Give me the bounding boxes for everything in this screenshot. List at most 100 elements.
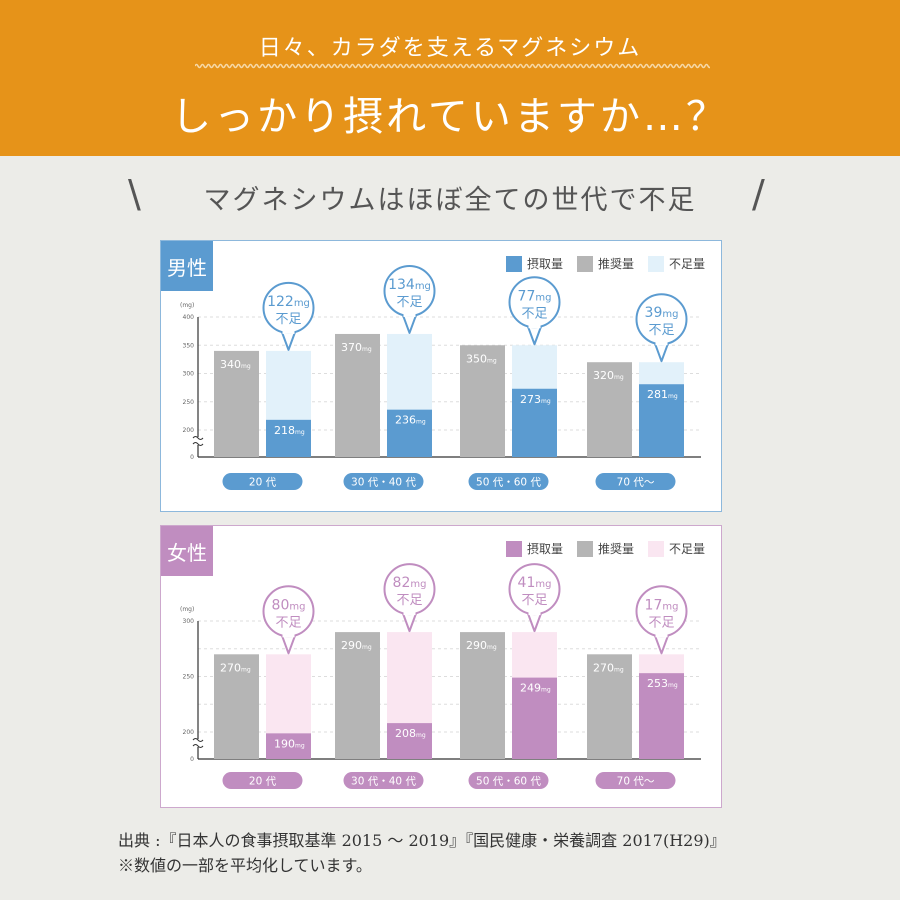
legend-swatch-shortage	[647, 540, 664, 557]
legend-label: 摂取量	[526, 542, 563, 556]
category-label: 50 代・60 代	[476, 477, 541, 489]
male-legend: 摂取量 推奨量 不足量	[505, 255, 705, 272]
bar-intake	[387, 723, 432, 759]
legend-swatch-shortage	[647, 255, 664, 272]
male-chart: 0 200 250 300 350 400 (mg) 340mg 218mg 122mg 不足 20 …	[180, 264, 701, 490]
bar-recommended	[214, 654, 259, 759]
female-legend: 摂取量 推奨量 不足量	[505, 540, 705, 557]
value-label-recommended: 270mg	[220, 661, 251, 674]
legend-recommended: 推奨量	[576, 255, 634, 272]
female-title-tab: 女性	[161, 526, 213, 576]
callout-join	[282, 631, 295, 638]
value-label-intake: 218mg	[274, 424, 305, 437]
bar-intake	[639, 673, 684, 759]
category-pill	[595, 473, 676, 490]
category-pill	[468, 473, 549, 490]
category-label: 50 代・60 代	[476, 776, 541, 788]
legend-label: 推奨量	[597, 542, 634, 556]
bar-recommended	[335, 333, 380, 457]
callout-pointer	[526, 611, 543, 633]
bar-intake	[266, 419, 311, 457]
callout-shortage-value: 82mg	[393, 575, 427, 591]
callout-shortage-label: 不足	[275, 615, 301, 630]
callout-shortage-value: 17mg	[645, 597, 679, 613]
axis-break-icon	[192, 738, 204, 748]
callout-shortage-label: 不足	[275, 312, 301, 327]
y-axis-unit: (mg)	[180, 302, 194, 309]
callout-shortage-value: 39mg	[645, 305, 679, 321]
category-label: 30 代・40 代	[351, 477, 416, 489]
callout-pointer	[280, 330, 297, 351]
callout-pointer	[653, 633, 670, 655]
bar-recommended	[214, 350, 259, 457]
bar-recommended	[587, 654, 632, 759]
callout-join	[403, 609, 416, 616]
category-pill	[222, 473, 303, 490]
y-tick-label: 350	[183, 342, 195, 349]
category-label: 70 代〜	[617, 477, 655, 489]
value-label-intake: 208mg	[395, 727, 426, 740]
callout-pointer	[653, 341, 670, 363]
header-subtitle: 日々、カラダを支えるマグネシウム	[258, 36, 642, 61]
callout-join	[655, 339, 668, 346]
male-chart-panel: 0 200 250 300 350 400 (mg) 340mg 218mg 122mg 不足 20 …	[160, 240, 722, 512]
legend-recommended: 推奨量	[576, 540, 634, 557]
header-title: しっかり摂れていますか…？	[171, 94, 729, 140]
value-label-intake: 249mg	[520, 682, 551, 695]
source-citation: 出典 :『日本人の食事摂取基準 2015 〜 2019』『国民健康・栄養調査 2…	[118, 831, 726, 850]
callout-shortage-label: 不足	[521, 593, 547, 608]
footnote: ※数値の一部を平均化しています。	[118, 856, 372, 875]
callout-pointer	[280, 633, 297, 655]
value-label-recommended: 290mg	[466, 639, 497, 652]
bar-intake	[266, 733, 311, 759]
value-label-intake: 281mg	[647, 388, 678, 401]
callout-pointer	[401, 611, 418, 633]
bar-intake	[387, 409, 432, 457]
y-axis-unit: (mg)	[180, 606, 194, 613]
value-label-recommended: 320mg	[593, 369, 624, 382]
y-tick-label: 250	[183, 674, 195, 681]
bar-recommended	[460, 345, 505, 457]
callout-join	[528, 609, 541, 616]
legend-shortage: 不足量	[647, 540, 705, 557]
callout-shortage-value: 134mg	[388, 277, 431, 293]
value-label-recommended: 370mg	[341, 341, 372, 354]
axis-break-gap	[193, 739, 203, 747]
bar-recommended	[460, 632, 505, 759]
legend-label: 不足量	[668, 257, 705, 271]
category-label: 70 代〜	[617, 776, 655, 788]
y-tick-label: 300	[183, 371, 195, 378]
slash-right: /	[752, 172, 765, 216]
callout-join	[403, 310, 416, 317]
legend-label: 推奨量	[597, 257, 634, 271]
callout-shortage-value: 122mg	[267, 294, 310, 310]
value-label-recommended: 340mg	[220, 358, 251, 371]
category-pill	[222, 772, 303, 789]
legend-label: 摂取量	[526, 257, 563, 271]
callout-shortage-label: 不足	[648, 615, 674, 630]
y-tick-label: 400	[183, 314, 195, 321]
category-pill	[343, 473, 424, 490]
callout-pointer	[526, 324, 543, 346]
slash-left: \	[128, 172, 141, 216]
callout-join	[655, 631, 668, 638]
category-label: 20 代	[249, 776, 277, 788]
value-label-intake: 236mg	[395, 414, 426, 427]
legend-swatch-recommended	[576, 255, 593, 272]
axis-break-icon	[192, 436, 204, 446]
callout-shortage-value: 41mg	[518, 575, 552, 591]
category-pill	[343, 772, 424, 789]
female-chart-panel: 0 200 250 300 (mg) 270mg 190mg 80mg 不足 20 代 290mg 2…	[160, 525, 722, 808]
legend-swatch-recommended	[576, 540, 593, 557]
value-label-intake: 273mg	[520, 393, 551, 406]
category-label: 20 代	[249, 477, 277, 489]
callout-shortage-value: 77mg	[518, 288, 552, 304]
wavy-underline	[195, 63, 710, 69]
y-tick-label: 300	[183, 618, 195, 625]
callout-pointer	[401, 313, 418, 334]
bar-intake	[512, 677, 557, 759]
legend-swatch-intake	[505, 540, 522, 557]
bar-intake	[639, 384, 684, 457]
legend-intake: 摂取量	[505, 255, 563, 272]
value-label-intake: 253mg	[647, 677, 678, 690]
